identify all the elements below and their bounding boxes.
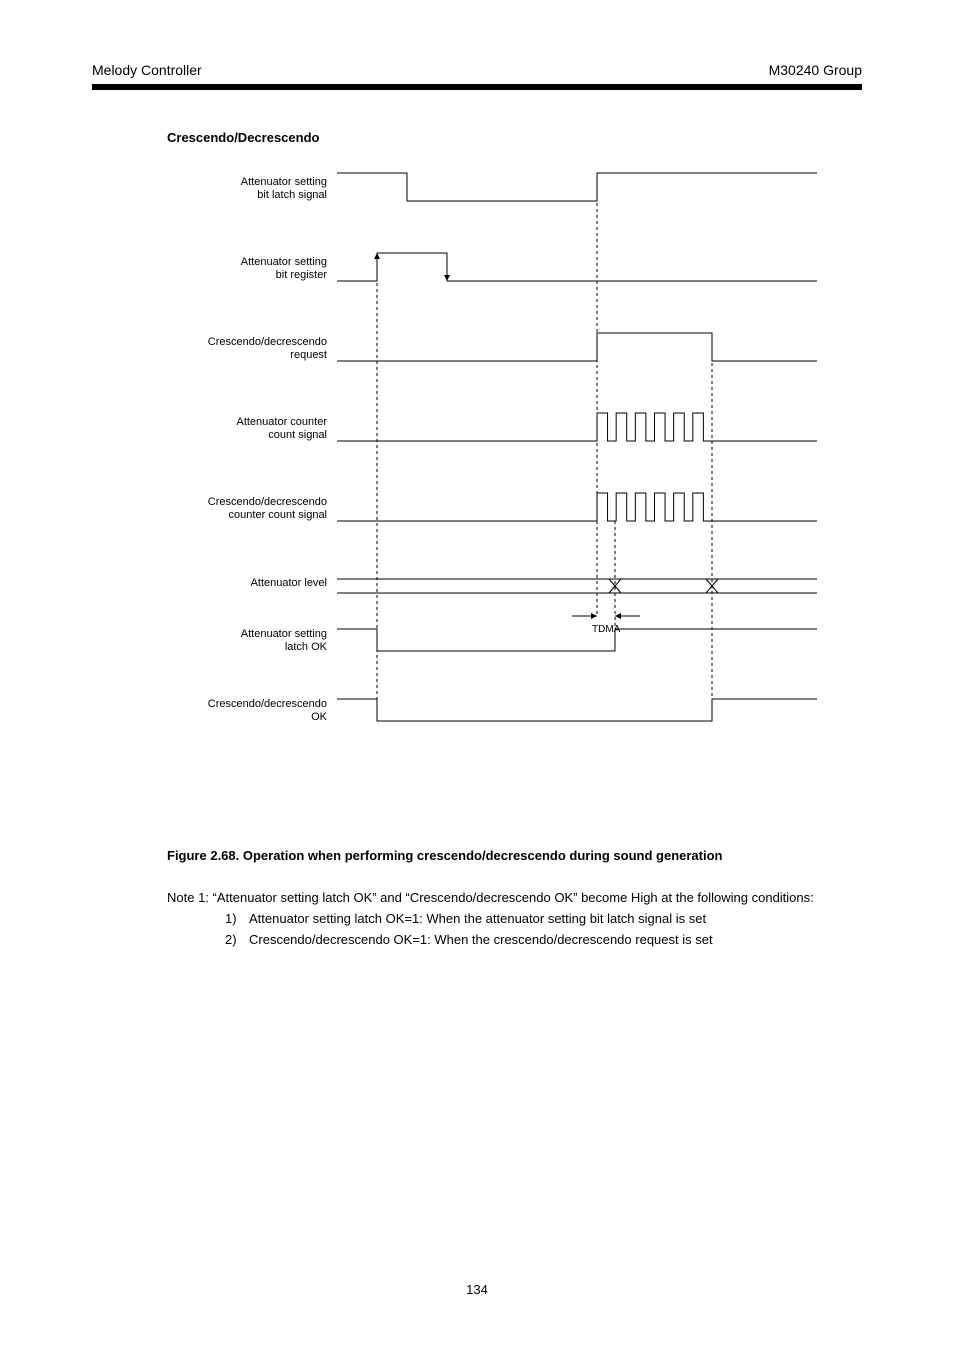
note-lead: Note 1: [167, 890, 209, 905]
signal-label: counter count signal [229, 509, 327, 521]
signal-label: request [290, 349, 327, 361]
note-item-text: Crescendo/decrescendo OK=1: When the cre… [249, 931, 713, 950]
signal-label: Crescendo/decrescendo [208, 698, 327, 710]
signal-label: latch OK [285, 641, 328, 653]
signal-label: Attenuator setting [241, 176, 327, 188]
timing-diagram: Attenuator settingbit latch signalAttenu… [167, 161, 862, 826]
note-item-num: 1) [225, 910, 249, 929]
signal-label: Attenuator setting [241, 628, 327, 640]
signal-label: count signal [268, 429, 327, 441]
note-block: Note 1: “Attenuator setting latch OK” an… [167, 889, 862, 950]
signal-label: bit latch signal [257, 189, 327, 201]
signal-label: Crescendo/decrescendo [208, 336, 327, 348]
signal-label: OK [311, 711, 328, 723]
signal-label: bit register [276, 269, 328, 281]
intro-label: Crescendo/Decrescendo [167, 130, 862, 145]
header-rule [92, 84, 862, 90]
note-item-text: Attenuator setting latch OK=1: When the … [249, 910, 706, 929]
figure-caption: Figure 2.68. Operation when performing c… [167, 848, 862, 863]
note-first: “Attenuator setting latch OK” and “Cresc… [213, 890, 814, 905]
page-number: 134 [0, 1282, 954, 1297]
signal-label: Attenuator level [251, 577, 327, 589]
note-item-num: 2) [225, 931, 249, 950]
signal-label: Attenuator counter [236, 416, 327, 428]
header-right: M30240 Group [769, 62, 862, 78]
signal-label: Attenuator setting [241, 256, 327, 268]
signal-label: Crescendo/decrescendo [208, 496, 327, 508]
header-left: Melody Controller [92, 62, 202, 78]
